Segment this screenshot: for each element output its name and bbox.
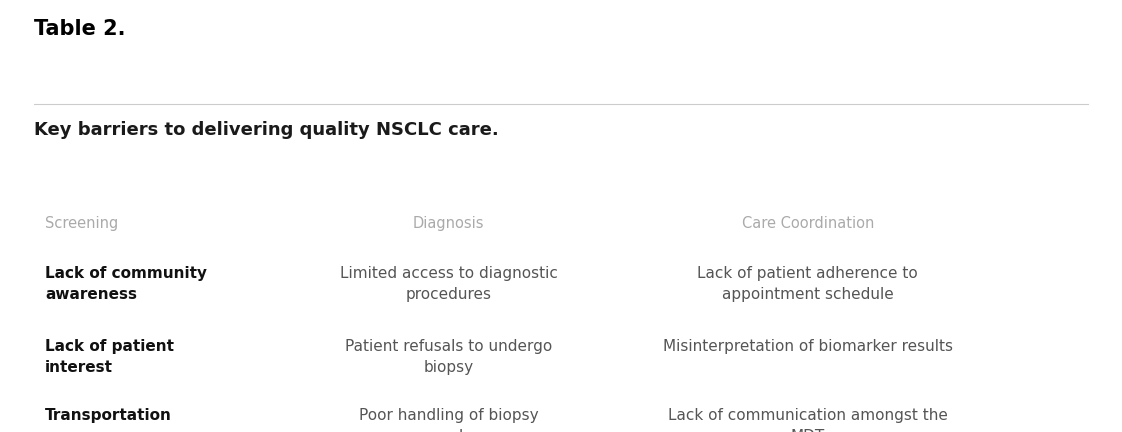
Text: Poor handling of biopsy
samples: Poor handling of biopsy samples — [359, 408, 539, 432]
Text: Lack of patient
interest: Lack of patient interest — [45, 339, 174, 375]
Text: Lack of community
awareness: Lack of community awareness — [45, 266, 206, 302]
Text: Limited access to diagnostic
procedures: Limited access to diagnostic procedures — [340, 266, 558, 302]
Text: Transportation: Transportation — [45, 408, 172, 423]
Text: Misinterpretation of biomarker results: Misinterpretation of biomarker results — [663, 339, 953, 354]
Text: Table 2.: Table 2. — [34, 19, 126, 39]
Text: Lack of communication amongst the
MDT: Lack of communication amongst the MDT — [668, 408, 948, 432]
Text: Diagnosis: Diagnosis — [413, 216, 485, 231]
Text: Lack of patient adherence to
appointment schedule: Lack of patient adherence to appointment… — [698, 266, 918, 302]
Text: Care Coordination: Care Coordination — [742, 216, 874, 231]
Text: Screening: Screening — [45, 216, 118, 231]
Text: Key barriers to delivering quality NSCLC care.: Key barriers to delivering quality NSCLC… — [34, 121, 498, 139]
Text: Patient refusals to undergo
biopsy: Patient refusals to undergo biopsy — [346, 339, 552, 375]
